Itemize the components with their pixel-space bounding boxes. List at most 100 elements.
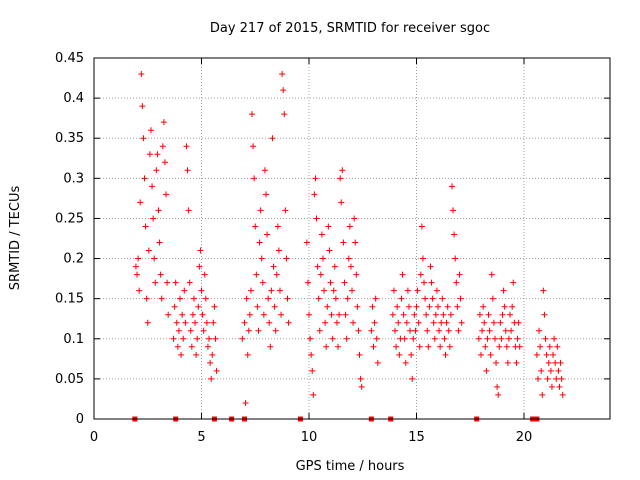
data-point	[389, 311, 396, 318]
data-point	[160, 119, 167, 126]
data-point	[422, 295, 429, 302]
grid	[94, 58, 610, 419]
y-tick-label: 0.35	[55, 131, 84, 146]
data-point	[481, 319, 488, 326]
data-point	[337, 175, 344, 182]
data-point	[323, 343, 330, 350]
data-point	[412, 327, 419, 334]
data-point	[340, 239, 347, 246]
data-point	[188, 343, 195, 350]
data-point	[331, 263, 338, 270]
data-point	[132, 263, 139, 270]
data-point	[448, 183, 455, 190]
plot-frame	[93, 57, 611, 420]
data-point	[395, 319, 402, 326]
data-point	[499, 311, 506, 318]
data-point	[285, 319, 292, 326]
data-point	[258, 255, 265, 262]
data-point	[413, 303, 420, 310]
data-point	[141, 175, 148, 182]
data-point	[405, 303, 412, 310]
data-point	[307, 335, 314, 342]
data-point	[264, 231, 271, 238]
data-point	[318, 231, 325, 238]
data-point	[261, 167, 268, 174]
data-point	[433, 287, 440, 294]
data-point	[353, 271, 360, 278]
data-point	[437, 343, 444, 350]
data-point	[540, 287, 547, 294]
data-point	[500, 287, 507, 294]
data-point	[268, 287, 275, 294]
data-point	[415, 319, 422, 326]
data-point	[368, 327, 375, 334]
data-point	[559, 391, 566, 398]
data-point	[250, 143, 257, 150]
data-point	[396, 351, 403, 358]
data-point	[309, 367, 316, 374]
data-point	[558, 375, 565, 382]
data-point	[246, 311, 253, 318]
y-axis-label: SRMTID / TECUs	[8, 186, 23, 291]
data-point	[409, 375, 416, 382]
data-point	[239, 335, 246, 342]
data-point	[543, 351, 550, 358]
data-point	[259, 279, 266, 286]
data-point	[537, 343, 544, 350]
data-point	[398, 295, 405, 302]
data-point	[476, 311, 483, 318]
data-point	[279, 71, 286, 78]
data-point	[247, 287, 254, 294]
data-point	[435, 303, 441, 310]
data-point	[153, 167, 160, 174]
data-point	[206, 335, 213, 342]
data-point	[513, 359, 520, 366]
data-point	[493, 359, 500, 366]
data-point	[158, 295, 165, 302]
data-point	[267, 343, 274, 350]
data-point	[502, 327, 509, 334]
data-point	[505, 335, 512, 342]
data-point	[321, 287, 328, 294]
data-point	[341, 279, 348, 286]
data-point	[411, 311, 418, 318]
data-point	[327, 279, 334, 286]
x-axis-label: GPS time / hours	[296, 459, 405, 474]
data-point	[369, 303, 376, 310]
chart-title: Day 217 of 2015, SRMTID for receiver sgo…	[210, 21, 490, 36]
data-point	[339, 167, 346, 174]
data-point	[213, 367, 220, 374]
plot-points	[132, 71, 566, 422]
data-point	[201, 271, 208, 278]
data-point	[306, 311, 312, 318]
data-point	[516, 343, 523, 350]
data-point	[475, 335, 482, 342]
data-point	[392, 327, 398, 334]
data-point	[178, 351, 185, 358]
data-point	[193, 351, 200, 358]
y-tick-label: 0.3	[63, 171, 84, 186]
data-point	[198, 287, 205, 294]
data-point	[137, 199, 144, 206]
data-point	[446, 343, 453, 350]
data-point	[275, 247, 282, 254]
data-point	[498, 335, 505, 342]
data-point	[181, 287, 188, 294]
data-point	[538, 367, 545, 374]
data-point	[164, 279, 171, 286]
data-point	[343, 335, 350, 342]
data-point	[179, 311, 186, 318]
data-point	[329, 335, 336, 342]
data-point	[263, 191, 269, 198]
data-point	[338, 199, 345, 206]
data-point	[283, 255, 290, 262]
data-point	[483, 367, 490, 374]
data-point	[202, 295, 209, 302]
data-point	[442, 351, 449, 358]
data-point	[265, 295, 272, 302]
data-point	[273, 271, 280, 278]
data-point	[501, 303, 508, 310]
data-point	[317, 271, 324, 278]
y-tick-label: 0.1	[63, 332, 84, 347]
data-point	[274, 223, 281, 230]
